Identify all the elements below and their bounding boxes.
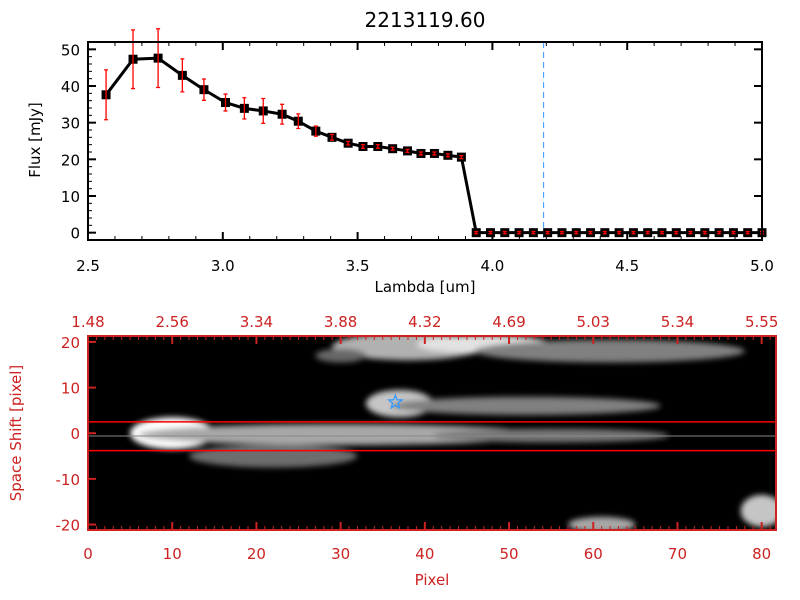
error-bar (405, 148, 410, 154)
x-tick-label: 60 (584, 545, 603, 563)
error-bar (502, 230, 507, 235)
x-axis-label: Lambda [um] (375, 278, 476, 296)
error-bar (545, 230, 550, 235)
top-wavelength-label: 5.34 (661, 313, 694, 331)
error-bar (296, 113, 301, 130)
y-tick-label: 20 (61, 334, 80, 352)
error-bar (131, 29, 136, 90)
x-tick-label: 3.0 (211, 257, 235, 275)
error-bar (180, 58, 185, 93)
error-bar (313, 125, 318, 137)
error-bar (201, 78, 206, 101)
top-wavelength-label: 3.88 (324, 313, 357, 331)
error-bar (360, 144, 365, 149)
error-bar (280, 103, 285, 125)
error-bar (588, 230, 593, 235)
y-axis-label: Space Shift [pixel] (7, 365, 25, 502)
error-bar (346, 140, 351, 146)
star-marker-icon (386, 393, 404, 410)
intensity-blob (315, 348, 366, 363)
error-bar (432, 151, 437, 156)
x-tick-label: 80 (752, 545, 771, 563)
error-bar (390, 146, 395, 151)
y-tick-label: 0 (70, 225, 80, 243)
error-bar (674, 230, 679, 235)
top-wavelength-label: 5.55 (745, 313, 778, 331)
x-tick-label: 20 (247, 545, 266, 563)
x-tick-label: 3.5 (346, 257, 370, 275)
error-bar (688, 230, 693, 235)
top-wavelength-label: 5.03 (577, 313, 610, 331)
error-bar (559, 230, 564, 235)
error-bar (375, 144, 380, 149)
intensity-blob (189, 444, 358, 468)
intensity-blob (391, 396, 661, 415)
error-bar (261, 97, 266, 125)
error-bar (717, 230, 722, 235)
top-wavelength-label: 3.34 (240, 313, 273, 331)
error-bar (517, 230, 522, 235)
x-tick-label: 0 (83, 545, 93, 563)
error-bar (223, 93, 228, 112)
y-tick-label: 0 (70, 425, 80, 443)
error-bar (645, 230, 650, 235)
x-tick-label: 5.0 (750, 257, 774, 275)
x-tick-label: 70 (668, 545, 687, 563)
x-tick-label: 10 (163, 545, 182, 563)
error-bar (745, 230, 750, 235)
intensity-blob (138, 424, 543, 446)
chart-title: 2213119.60 (365, 8, 486, 32)
top-wavelength-label: 4.69 (492, 313, 525, 331)
error-bar (702, 230, 707, 235)
error-bar (531, 230, 536, 235)
error-bar (617, 230, 622, 235)
y-tick-label: 10 (61, 380, 80, 398)
top-wavelength-label: 1.48 (71, 313, 104, 331)
x-tick-label: 30 (331, 545, 350, 563)
error-bar (418, 151, 423, 156)
y-tick-label: 20 (61, 151, 80, 169)
x-tick-label: 50 (500, 545, 519, 563)
x-tick-label: 4.0 (480, 257, 504, 275)
x-axis-label: Pixel (415, 571, 450, 589)
y-tick-label: -10 (56, 471, 81, 489)
error-bar (104, 69, 109, 121)
error-bar (631, 230, 636, 235)
error-bar (459, 155, 464, 160)
error-bar (445, 153, 450, 158)
y-tick-label: 40 (61, 78, 80, 96)
spectral-image-plot: Pixel Space Shift [pixel] 0 1.48 10 2.56 20 3… (7, 313, 778, 589)
intensity-blob (475, 339, 745, 363)
image-frame (87, 335, 777, 531)
error-bar (488, 230, 493, 235)
plot-frame (87, 41, 763, 241)
y-tick-label: -20 (56, 517, 81, 535)
error-bar (574, 230, 579, 235)
top-wavelength-label: 2.56 (156, 313, 189, 331)
flux-plot: 2213119.60 Flux [mJy] Lambda [um] 2.5 3.0… (26, 8, 774, 296)
x-tick-label: 40 (415, 545, 434, 563)
x-tick-label: 2.5 (76, 257, 100, 275)
error-bar (602, 230, 607, 235)
top-wavelength-label: 4.32 (408, 313, 441, 331)
error-bar (474, 230, 479, 235)
error-bar (329, 133, 334, 141)
x-tick-label: 4.5 (615, 257, 639, 275)
y-tick-label: 10 (61, 188, 80, 206)
y-tick-label: 30 (61, 115, 80, 133)
y-tick-label: 50 (61, 41, 80, 59)
y-axis-label: Flux [mJy] (26, 102, 44, 178)
error-bar (156, 28, 161, 89)
error-bar (242, 97, 247, 120)
error-bar (659, 230, 664, 235)
error-bar (731, 230, 736, 235)
intensity-blob (740, 494, 776, 527)
